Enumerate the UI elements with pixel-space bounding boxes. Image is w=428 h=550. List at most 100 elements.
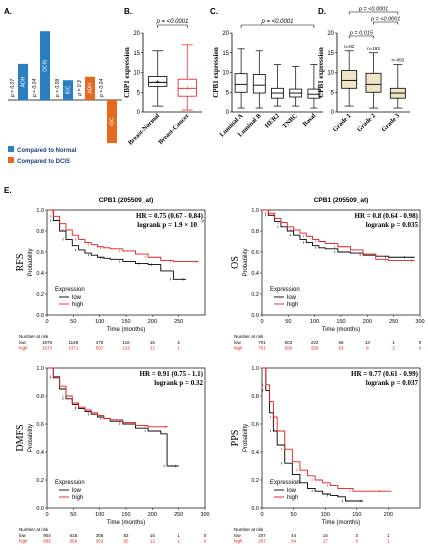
probe-title: CPB1 (205509_at): [314, 197, 369, 204]
risk-count: 222: [311, 340, 319, 345]
legend-label: low: [72, 488, 82, 494]
y-tick-label: 0: [331, 110, 335, 116]
panel-e-pps: 0.0 0.2 0.4 0.6 0.8 1.0 0 50 100 150 200 Time (mont…: [230, 366, 421, 544]
sig-pvalue: p = <0.0001: [370, 17, 400, 23]
y-tick-label: 0.0: [36, 313, 44, 319]
x-category-label: Breast-Cancer: [157, 112, 191, 146]
hazard-ratio: HR = 0.75 (0.67 - 0.84): [136, 212, 204, 220]
y-tick-label: 0.0: [251, 506, 259, 512]
legend-title: Expression: [55, 287, 85, 293]
km-curve: [262, 367, 392, 492]
x-category-label: Breast-Normal: [127, 112, 161, 146]
x-tick-label: 50: [70, 512, 76, 518]
box: [252, 74, 266, 94]
legend-label: high: [72, 302, 83, 308]
x-tick-label: 150: [336, 319, 345, 325]
risk-row-name: low: [19, 533, 27, 538]
risk-count: 54: [291, 539, 297, 544]
risk-count: 13: [365, 340, 371, 345]
risk-count: 14: [323, 533, 329, 538]
y-tick-label: 20: [327, 31, 334, 37]
bar: [107, 100, 117, 143]
bar: [18, 63, 28, 100]
risk-count: 503: [285, 340, 293, 345]
y-tick-label: 1.0: [36, 366, 44, 372]
risk-count: 1673: [42, 346, 53, 351]
risk-count: 669: [70, 539, 78, 544]
legend-swatch: [8, 157, 14, 163]
x-tick-label: 50: [291, 512, 297, 518]
y-tick-label: 0.8: [36, 229, 44, 235]
risk-count: 1: [392, 340, 395, 345]
box: [341, 70, 358, 89]
x-tick-label: 200: [148, 512, 157, 518]
x-tick-label: 100: [310, 319, 319, 325]
legend-label: high: [287, 302, 298, 308]
y-axis-label: Probability: [28, 248, 34, 276]
risk-table-header: Number at risk: [234, 527, 264, 532]
risk-count: 15: [150, 340, 156, 345]
risk-count: 17: [323, 539, 329, 544]
risk-row-name: high: [19, 539, 28, 544]
risk-count: 12: [150, 539, 156, 544]
y-axis-label: CPB1 expression: [212, 47, 220, 98]
risk-count: 1: [387, 539, 390, 544]
y-tick-label: 10: [133, 71, 140, 77]
legend-title: Expression: [55, 480, 85, 486]
risk-count: 476: [96, 340, 104, 345]
risk-count: 3: [356, 533, 359, 538]
risk-count: 66: [338, 340, 344, 345]
x-tick-label: 200: [363, 319, 372, 325]
bar-label: ADH: [20, 76, 26, 87]
risk-count: 207: [258, 533, 266, 538]
y-axis-label: CBP1 expression: [123, 47, 131, 98]
panel-a: ADH p = 0.07 DCIS p = 0.04 IDC p = 0.09 ADH p =…: [8, 31, 122, 165]
panel-d: 0 5 10 15 20 CPB1 expression Grade 1 n=82 Grade …: [317, 7, 410, 133]
x-tick-label: 150: [121, 512, 130, 518]
x-axis-label: Time (months): [322, 520, 360, 526]
bar-label: DCIS: [42, 59, 48, 72]
risk-table-header: Number at risk: [19, 527, 49, 532]
y-tick-label: 15: [327, 51, 334, 57]
risk-table-header: Number at risk: [19, 334, 49, 339]
panel-e-os: CPB1 (205509_at)0.00.20.40.60.81.00 50 100…: [230, 197, 425, 351]
survival-type-label: DMFS: [15, 424, 26, 451]
group-n-label: n=450: [392, 58, 405, 63]
survival-type-label: OS: [230, 256, 241, 269]
x-axis-label: Time (months): [107, 327, 145, 333]
y-tick-label: 0.6: [251, 422, 259, 428]
risk-count: 123: [122, 346, 130, 351]
legend-title: Expression: [270, 480, 300, 486]
risk-row-name: high: [19, 346, 28, 351]
plot-frame: [46, 367, 206, 509]
x-category-label: Grade 3: [380, 112, 401, 133]
risk-count: 306: [96, 533, 104, 538]
logrank-pvalue: logrank p = 0.037: [366, 379, 419, 387]
y-tick-label: 1.0: [251, 366, 259, 372]
logrank-pvalue: logrank p = 1.9 × 10: [137, 221, 197, 229]
y-tick-label: 10: [222, 71, 229, 77]
x-axis-label: Time (months): [107, 520, 145, 526]
risk-row-name: high: [234, 346, 243, 351]
x-tick-label: 100: [321, 512, 330, 518]
risk-count: 0: [204, 533, 207, 538]
box: [177, 78, 197, 97]
y-tick-label: 5: [137, 90, 141, 96]
sig-pvalue: p = <0.0001: [260, 19, 293, 25]
x-tick-label: 150: [121, 319, 130, 325]
risk-count: 0: [419, 340, 422, 345]
group-n-label: n=82: [344, 44, 355, 49]
risk-count: 63: [338, 346, 344, 351]
x-category-label: Grade 2: [356, 112, 377, 133]
box-mean-marker: +: [156, 79, 160, 86]
risk-count: 65: [123, 539, 129, 544]
risk-count: 701: [258, 340, 266, 345]
hazard-ratio: HR = 0.91 (0.75 - 1.1): [140, 370, 204, 378]
box: [148, 76, 168, 87]
risk-count: 207: [258, 539, 266, 544]
km-curve: [262, 367, 364, 502]
risk-count: 1: [177, 539, 180, 544]
risk-count: 6: [356, 539, 359, 544]
bar: [85, 76, 95, 100]
